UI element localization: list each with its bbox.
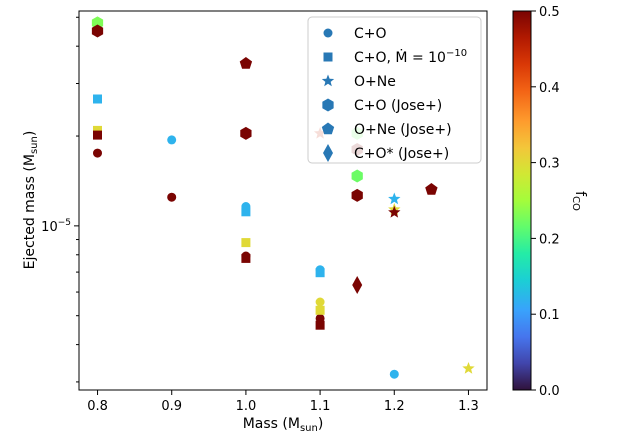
circle-marker (315, 297, 325, 307)
legend-marker-pentagon (321, 122, 335, 135)
legend-marker-square (323, 52, 333, 62)
data-point (93, 94, 102, 104)
data-point (315, 320, 325, 330)
x-tick-label: 1.2 (384, 399, 405, 414)
legend-label: O+Ne (Jose+) (354, 122, 452, 138)
data-point (167, 192, 177, 202)
square-marker (241, 238, 251, 248)
colorbar-tick-label: 0.4 (539, 81, 560, 96)
data-point (241, 207, 251, 217)
legend-box (307, 16, 482, 164)
square-marker (93, 94, 102, 104)
star-marker (388, 205, 401, 218)
legend-label: C+O* (Jose+) (354, 146, 449, 162)
data-point (93, 125, 102, 135)
data-point (351, 169, 363, 183)
square-marker (315, 268, 325, 278)
pentagon-marker (425, 183, 438, 195)
series-diamond (352, 276, 363, 294)
data-point (315, 305, 325, 315)
data-point (167, 135, 177, 145)
diamond-marker (323, 144, 333, 162)
colorbar-tick-label: 0.3 (539, 157, 560, 172)
legend-marker-diamond (323, 144, 333, 162)
legend-marker-hexagon (322, 98, 334, 112)
series-square (93, 94, 325, 330)
square-marker (93, 125, 102, 135)
data-point (241, 238, 251, 248)
data-point (389, 369, 399, 379)
x-tick-label: 0.8 (87, 399, 108, 414)
legend-label: C+O (354, 26, 387, 42)
data-point (388, 205, 401, 218)
legend-label: O+Ne (354, 74, 396, 90)
x-axis-label: Mass (Msun) (243, 416, 324, 434)
square-marker (241, 253, 251, 263)
data-points (91, 16, 475, 379)
star-marker (462, 362, 475, 374)
colorbar-label: fCO (570, 191, 588, 211)
legend-marker-circle (323, 28, 333, 38)
circle-marker (93, 148, 102, 158)
data-point (239, 57, 253, 69)
x-tick-label: 0.9 (161, 399, 182, 414)
data-point (315, 297, 325, 307)
square-marker (315, 320, 325, 330)
data-point (240, 126, 252, 140)
data-point (315, 268, 325, 278)
data-point (91, 24, 104, 38)
square-marker (315, 305, 325, 315)
square-marker (93, 130, 102, 140)
legend: C+O C+O, Ṁ = 10−10 O+Ne C+O (Jose+) O+Ne (Jo… (307, 16, 482, 164)
data-point (93, 148, 102, 158)
star-marker (388, 192, 401, 205)
colorbar-tick-label: 0.5 (539, 5, 560, 20)
y-tick-label: 10−5 (41, 218, 71, 235)
star-marker (321, 74, 335, 87)
x-axis: 0.8 0.9 1.0 1.1 1.2 1.3 (87, 390, 479, 414)
colorbar-tick-label: 0.2 (539, 232, 560, 247)
data-point (388, 192, 401, 205)
hexagon-marker (322, 98, 334, 112)
data-point (241, 253, 251, 263)
legend-label: C+O (Jose+) (354, 98, 442, 114)
y-axis-label: Ejected mass (Msun) (22, 131, 40, 270)
hexagon-marker (91, 24, 104, 38)
colorbar-tick-label: 0.1 (539, 308, 560, 323)
data-point (425, 183, 438, 195)
hexagon-marker (240, 126, 252, 140)
circle-marker (389, 369, 399, 379)
colorbar: 0.0 0.1 0.2 0.3 0.4 0.5 fCO (512, 5, 588, 399)
y-axis: 10−5 (41, 16, 79, 383)
pentagon-marker (321, 122, 335, 135)
data-point (351, 188, 363, 202)
circle-marker (167, 135, 177, 145)
data-point (93, 130, 102, 140)
hexagon-marker (351, 169, 363, 183)
x-tick-label: 1.1 (310, 399, 331, 414)
series-pentagon (239, 57, 438, 195)
data-point (352, 276, 363, 294)
data-point (462, 362, 475, 374)
pentagon-marker (239, 57, 253, 69)
diamond-marker (352, 276, 363, 294)
colorbar-tick-label: 0.0 (539, 384, 560, 399)
square-marker (241, 207, 251, 217)
legend-label: C+O, Ṁ = 10−10 (354, 48, 467, 66)
data-point (315, 313, 325, 323)
circle-marker (315, 313, 325, 323)
x-tick-label: 1.0 (236, 399, 257, 414)
circle-marker (323, 28, 333, 38)
legend-marker-star (321, 74, 335, 87)
hexagon-marker (351, 188, 363, 202)
square-marker (323, 52, 333, 62)
circle-marker (167, 192, 177, 202)
x-tick-label: 1.3 (458, 399, 479, 414)
colorbar-gradient (512, 10, 532, 391)
